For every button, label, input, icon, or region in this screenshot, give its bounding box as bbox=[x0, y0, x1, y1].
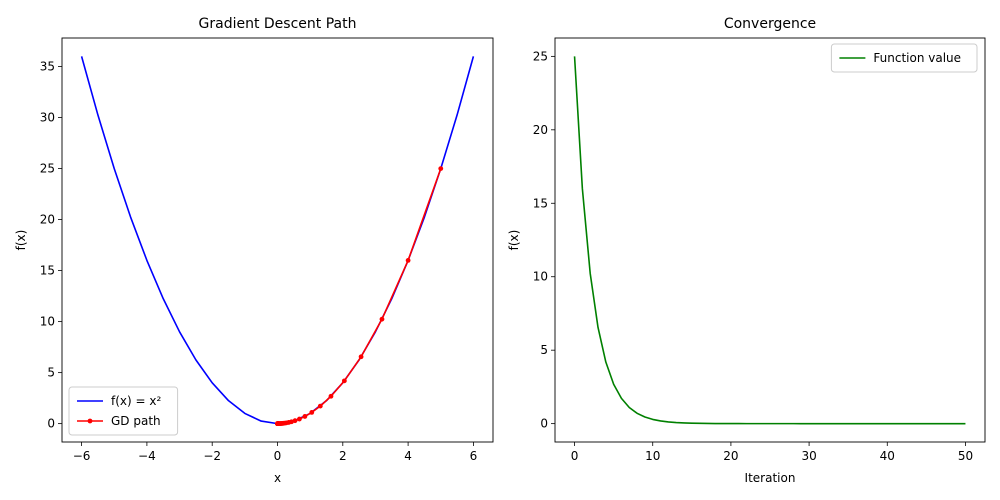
y-tick-label: 25 bbox=[40, 162, 55, 176]
y-tick-label: 30 bbox=[40, 111, 55, 125]
y-tick-label: 35 bbox=[40, 60, 55, 74]
data-point bbox=[297, 416, 302, 422]
y-tick-label: 5 bbox=[47, 366, 55, 380]
data-point bbox=[341, 378, 347, 384]
legend-box bbox=[68, 386, 179, 436]
data-point bbox=[328, 393, 334, 399]
data-point bbox=[302, 414, 308, 419]
plot-area: 0 10 20 30 40 50 0 5 10 15 20 25 bbox=[533, 37, 986, 463]
x-axis-label: Iteration bbox=[745, 471, 796, 485]
data-point bbox=[405, 258, 411, 263]
data-point bbox=[317, 403, 323, 409]
y-tick-label: 25 bbox=[533, 49, 548, 63]
y-tick-label: 10 bbox=[533, 270, 548, 284]
legend-label: Function value bbox=[873, 51, 961, 65]
x-tick-label: 0 bbox=[274, 449, 282, 463]
chart-title: Convergence bbox=[724, 16, 816, 32]
legend: f(x) = x² GD path bbox=[68, 386, 179, 436]
data-point bbox=[358, 354, 364, 360]
data-point bbox=[309, 410, 315, 415]
chart-title: Gradient Descent Path bbox=[199, 16, 357, 32]
x-tick-label: −2 bbox=[203, 449, 221, 463]
legend-marker bbox=[87, 418, 93, 424]
x-tick-label: −6 bbox=[73, 449, 91, 463]
x-tick-label: 2 bbox=[339, 449, 347, 463]
x-tick-label: −4 bbox=[138, 449, 156, 463]
y-tick-label: 15 bbox=[533, 196, 548, 210]
y-tick-label: 0 bbox=[540, 417, 548, 431]
x-tick-label: 30 bbox=[801, 449, 816, 463]
legend-label: GD path bbox=[111, 414, 161, 428]
legend: Function value bbox=[830, 43, 978, 73]
plot-area: −6 −4 −2 0 2 4 6 0 5 10 15 20 25 30 35 bbox=[40, 37, 494, 463]
x-tick-label: 10 bbox=[645, 449, 660, 463]
x-tick-label: 50 bbox=[958, 449, 973, 463]
legend-label: f(x) = x² bbox=[111, 394, 161, 408]
x-axis-label: x bbox=[274, 471, 281, 485]
y-axis-label: f(x) bbox=[507, 230, 521, 251]
data-point bbox=[438, 166, 444, 171]
y-tick-label: 10 bbox=[40, 315, 55, 329]
legend-box bbox=[830, 43, 978, 73]
x-tick-label: 4 bbox=[404, 449, 412, 463]
data-point bbox=[275, 421, 280, 427]
x-tick-label: 40 bbox=[880, 449, 895, 463]
y-tick-label: 0 bbox=[47, 417, 55, 431]
x-tick-label: 6 bbox=[470, 449, 478, 463]
series-line-0 bbox=[573, 56, 966, 425]
data-point bbox=[379, 316, 385, 322]
axes-frame bbox=[554, 37, 986, 443]
x-tick-label: 20 bbox=[723, 449, 738, 463]
y-tick-label: 20 bbox=[533, 123, 548, 137]
y-axis-label: f(x) bbox=[14, 230, 28, 251]
y-tick-label: 5 bbox=[540, 343, 548, 357]
x-tick-label: 0 bbox=[571, 449, 579, 463]
y-tick-label: 15 bbox=[40, 264, 55, 278]
convergence-panel: Convergence Iteration f(x) 0 10 20 30 40 50 0 5… bbox=[507, 16, 986, 485]
gradient-descent-panel: Gradient Descent Path x f(x) −6 −4 −2 0 2 4 6 0… bbox=[14, 16, 494, 485]
y-tick-label: 20 bbox=[40, 213, 55, 227]
